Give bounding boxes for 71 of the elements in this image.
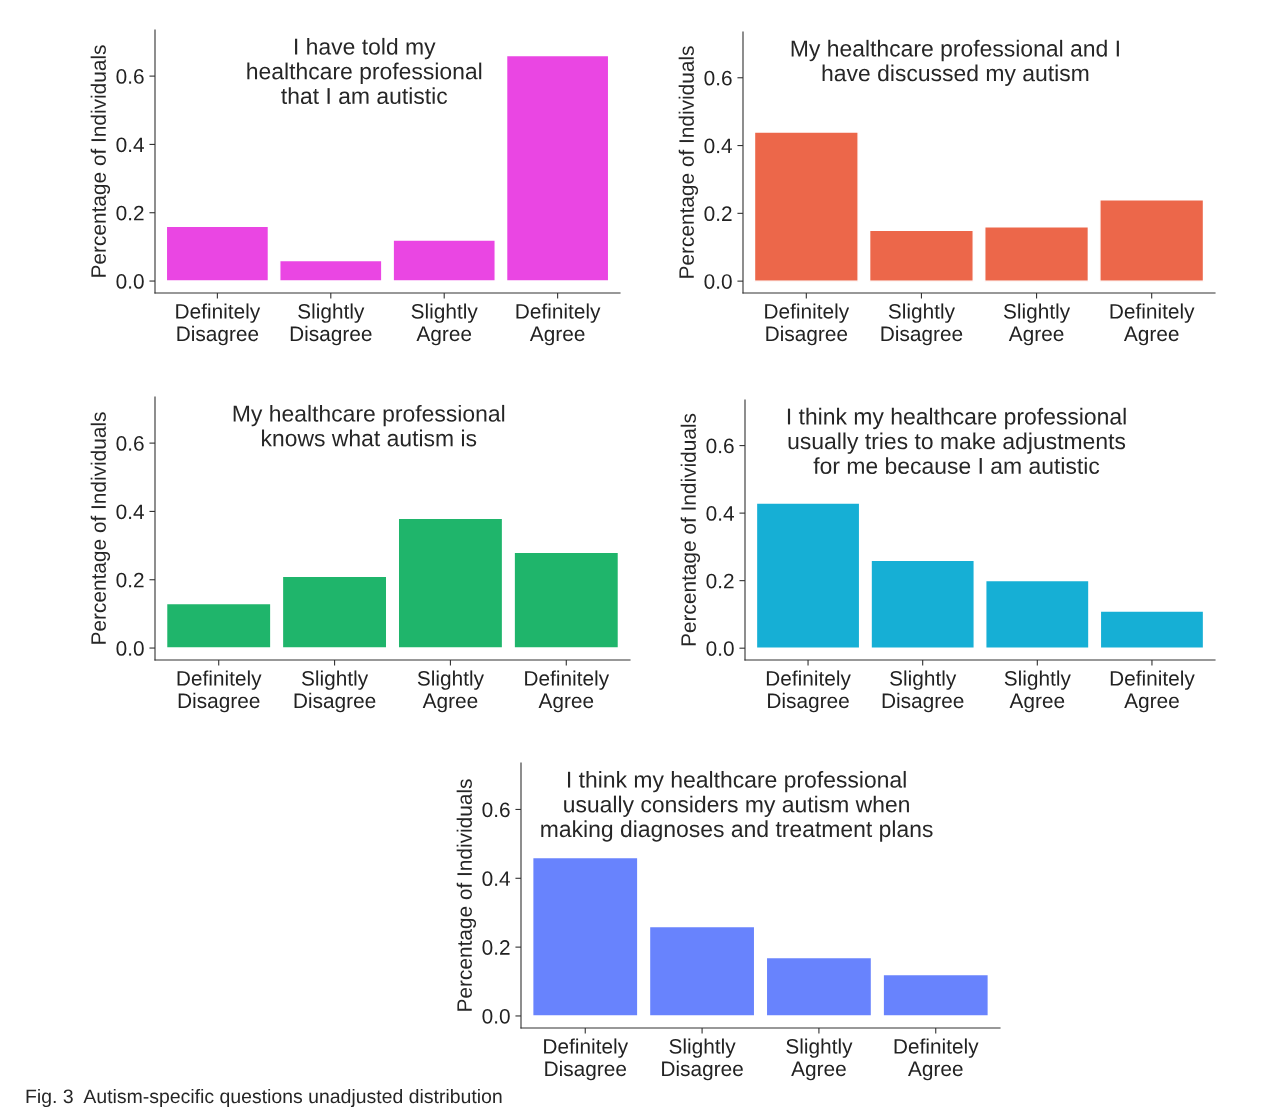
- y-tick-label: 0.2: [706, 573, 734, 589]
- y-tick-label: 0.6: [704, 70, 732, 86]
- y-tick-label: 0.6: [116, 69, 144, 84]
- caption: Fig. 3 Autism-specific questions unadjusted distribution: [26, 1088, 502, 1108]
- text: I think my healthcare professional usually tries to make adjustments for me because I am autistic: [787, 407, 1126, 474]
- y-tick-label: 0.4: [704, 138, 732, 154]
- y-tick-label: 0.4: [706, 506, 734, 521]
- bar: [1099, 199, 1205, 282]
- y-axis-title: Percentage of Individuals: [456, 779, 477, 1011]
- y-tick-label: 0.6: [706, 438, 734, 454]
- y-tick-label: 0.2: [116, 572, 144, 588]
- y-tick-label: 0.2: [482, 940, 510, 955]
- y-tick-label: 0.4: [116, 504, 144, 520]
- x-tick-label: Slightly Agree: [417, 670, 484, 713]
- bar: [505, 54, 610, 282]
- y-tick-label: 0.2: [704, 206, 732, 222]
- bar: [165, 602, 272, 649]
- x-tick-label: Slightly Disagree: [662, 1038, 743, 1081]
- x-tick-label: Slightly Disagree: [294, 670, 376, 713]
- bar: [870, 559, 975, 649]
- x-tick-label: Slightly Disagree: [290, 303, 372, 346]
- y-tick-label: 0.4: [116, 137, 144, 153]
- y-axis-title: Percentage of Individuals: [90, 45, 111, 277]
- y-axis-title: Percentage of Individuals: [680, 413, 701, 646]
- x-tick-label: Definitely Agree: [525, 670, 610, 713]
- y-tick-label: 0.6: [482, 802, 510, 818]
- y-tick-label: 0.0: [116, 641, 144, 656]
- x-tick-label: Slightly Disagree: [882, 670, 964, 713]
- bar: [279, 259, 383, 282]
- bar: [165, 225, 270, 282]
- text: My healthcare professional knows what autism is: [233, 404, 505, 447]
- bar: [765, 956, 873, 1017]
- bar: [755, 502, 861, 649]
- bar: [868, 229, 974, 282]
- bar: [984, 226, 1090, 282]
- y-tick-label: 0.4: [482, 871, 510, 887]
- y-tick-label: 0.6: [116, 436, 144, 451]
- bar: [513, 551, 620, 649]
- x-tick-label: Definitely Disagree: [766, 670, 851, 713]
- bar: [281, 575, 388, 649]
- y-tick-label: 0.0: [482, 1008, 510, 1024]
- y-tick-label: 0.0: [704, 274, 732, 289]
- x-tick-label: Definitely Disagree: [177, 670, 262, 713]
- y-axis-title: Percentage of Individuals: [678, 46, 699, 278]
- x-tick-label: Definitely Disagree: [765, 303, 850, 346]
- x-tick-label: Definitely Agree: [516, 303, 601, 346]
- x-tick-label: Slightly Disagree: [881, 303, 963, 346]
- x-tick-label: Definitely Agree: [1110, 303, 1195, 346]
- x-tick-label: Definitely Agree: [1110, 670, 1195, 713]
- x-tick-label: Definitely Disagree: [544, 1038, 629, 1081]
- x-tick-label: Slightly Agree: [1004, 670, 1071, 713]
- bar: [985, 579, 1090, 649]
- text: My healthcare professional and I have discussed my autism: [791, 39, 1119, 86]
- x-tick-label: Slightly Agree: [1003, 303, 1071, 346]
- x-tick-label: Definitely Disagree: [176, 303, 261, 346]
- y-axis-title: Percentage of Individuals: [90, 412, 111, 644]
- bar: [392, 239, 496, 282]
- bar: [397, 517, 504, 649]
- bar: [753, 131, 859, 282]
- x-tick-label: Definitely Agree: [894, 1038, 979, 1081]
- bar: [882, 973, 990, 1017]
- bar: [531, 856, 639, 1017]
- text: I think my healthcare professional usually considers my autism when making diagnoses and treatment plans: [541, 770, 933, 842]
- bar: [648, 925, 756, 1017]
- bar: [1099, 610, 1205, 649]
- y-tick-label: 0.0: [706, 641, 734, 656]
- y-tick-label: 0.2: [116, 205, 144, 221]
- x-tick-label: Slightly Agree: [411, 303, 478, 346]
- x-tick-label: Slightly Agree: [786, 1038, 853, 1081]
- text: I have told my healthcare professional that I am autistic: [247, 37, 482, 105]
- y-tick-label: 0.0: [116, 274, 144, 289]
